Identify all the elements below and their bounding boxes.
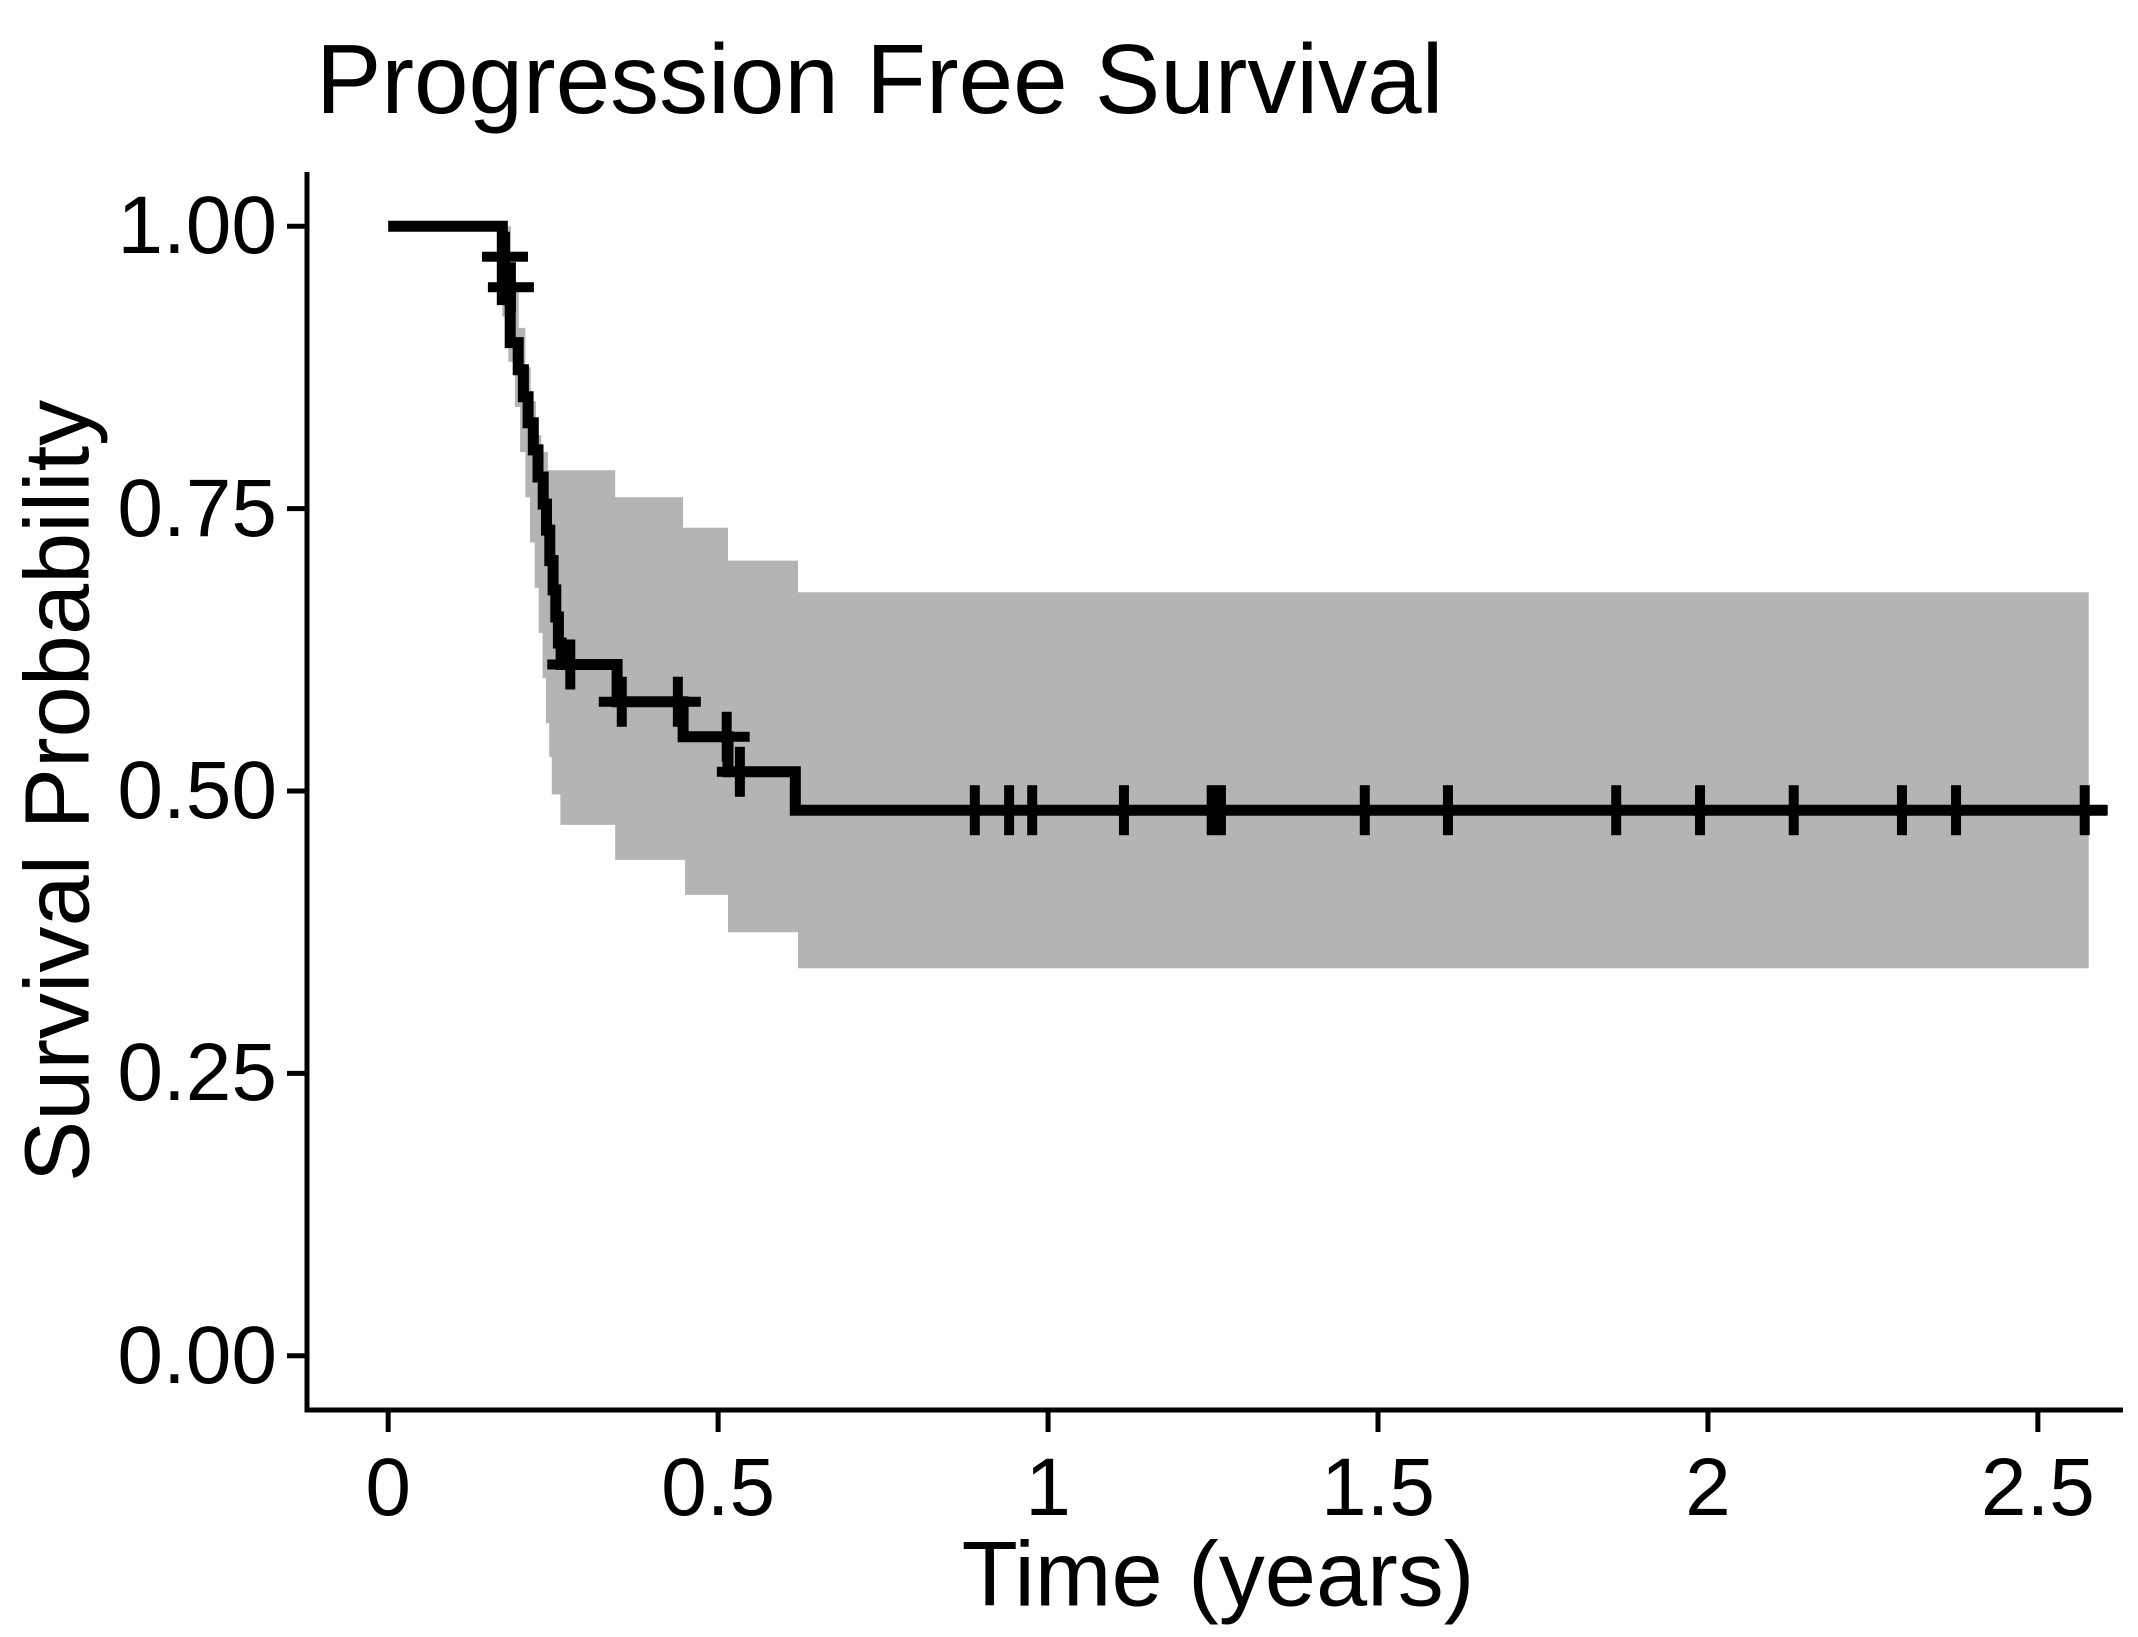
censor-mark (1695, 785, 1706, 836)
censor-mark (734, 746, 745, 797)
y-tick-label: 0.75 (117, 462, 277, 554)
censor-mark (1215, 785, 1226, 836)
chart-title: Progression Free Survival (316, 24, 1444, 134)
x-axis-title: Time (years) (961, 1523, 1475, 1626)
censor-mark (565, 639, 576, 690)
censor-mark (1118, 785, 1129, 836)
y-tick-label: 1.00 (117, 180, 277, 272)
x-tick-label: 2.5 (1980, 1442, 2095, 1533)
x-tick-label: 0.5 (661, 1442, 776, 1533)
censor-mark (2079, 785, 2090, 836)
censor-mark (1951, 785, 1962, 836)
censor-mark (1359, 785, 1370, 836)
censor-mark (1896, 785, 1907, 836)
x-tick-label: 0 (365, 1442, 411, 1533)
y-tick-label: 0.00 (117, 1309, 277, 1401)
censor-mark (1611, 785, 1622, 836)
censor-mark (616, 676, 627, 727)
censor-mark (499, 231, 510, 282)
censor-mark (1788, 785, 1799, 836)
censor-mark (1004, 785, 1015, 836)
x-tick-label: 2 (1685, 1442, 1731, 1533)
censor-mark (1027, 785, 1038, 836)
censor-mark (969, 785, 980, 836)
x-tick-label: 1.5 (1320, 1442, 1435, 1533)
censor-mark (505, 262, 516, 313)
confidence-band (502, 226, 2089, 969)
x-tick-label: 1 (1025, 1442, 1071, 1533)
y-tick-label: 0.50 (117, 745, 277, 836)
y-tick-label: 0.25 (117, 1027, 277, 1119)
censor-mark (672, 676, 683, 727)
censor-mark (1442, 785, 1453, 836)
censor-mark (721, 711, 732, 762)
